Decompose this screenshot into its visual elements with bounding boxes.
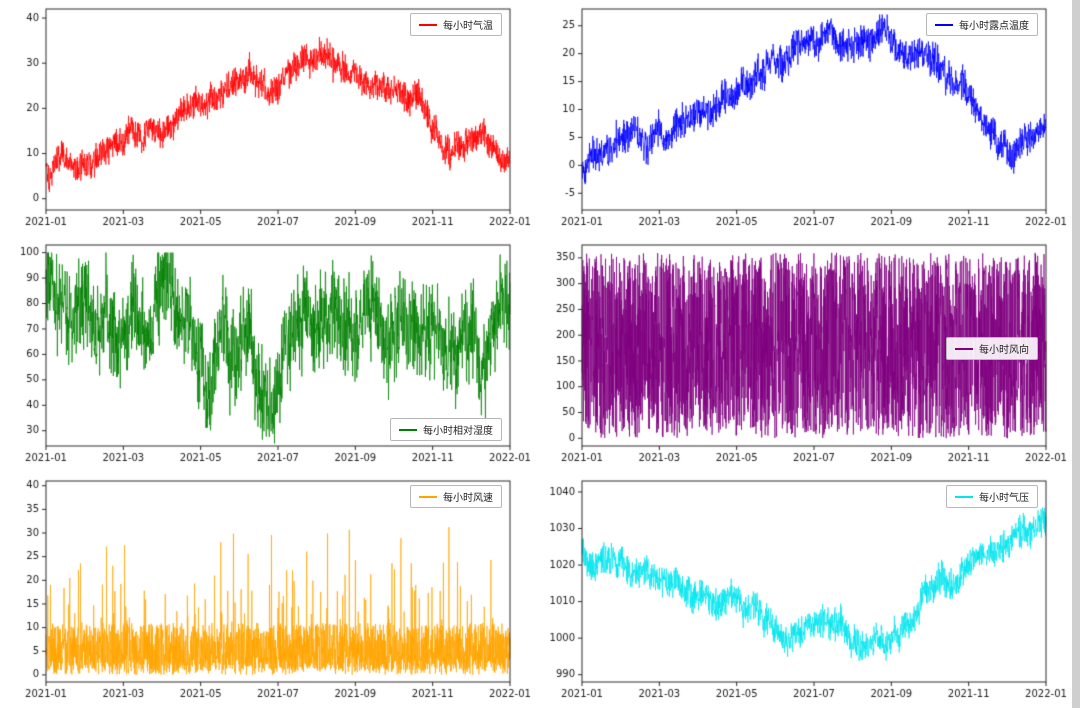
legend-label: 每小时气温 (443, 21, 493, 32)
legend-line-sample (419, 495, 437, 498)
legend-line-sample (419, 23, 437, 26)
legend-label: 每小时风速 (443, 493, 493, 504)
legend-pressure: 每小时气压 (946, 485, 1038, 508)
legend-label: 每小时风向 (979, 345, 1029, 357)
chart-relative-humidity: 每小时相对湿度 (0, 236, 536, 472)
legend-line-sample (935, 23, 953, 26)
legend-label: 每小时相对湿度 (423, 426, 493, 437)
legend-wind-direction: 每小时风向 (946, 337, 1038, 361)
legend-temperature: 每小时气温 (410, 13, 502, 36)
legend-line-sample (955, 495, 973, 498)
chart-wind-speed: 每小时风速 (0, 472, 536, 708)
legend-relative-humidity: 每小时相对湿度 (390, 418, 502, 441)
legend-dew-point: 每小时露点温度 (926, 13, 1038, 36)
legend-line-sample (399, 428, 417, 431)
legend-wind-speed: 每小时风速 (410, 485, 502, 508)
temperature-plot (0, 0, 536, 236)
chart-dew-point: 每小时露点温度 (536, 0, 1072, 236)
legend-line-sample (955, 347, 973, 350)
pressure-plot (536, 472, 1072, 708)
chart-temperature: 每小时气温 (0, 0, 536, 236)
scrollbar[interactable] (1072, 0, 1080, 708)
legend-label: 每小时气压 (979, 493, 1029, 504)
chart-pressure: 每小时气压 (536, 472, 1072, 708)
legend-label: 每小时露点温度 (959, 21, 1029, 32)
dew-point-plot (536, 0, 1072, 236)
wind-speed-plot (0, 472, 536, 708)
chart-wind-direction: 每小时风向 (536, 236, 1072, 472)
